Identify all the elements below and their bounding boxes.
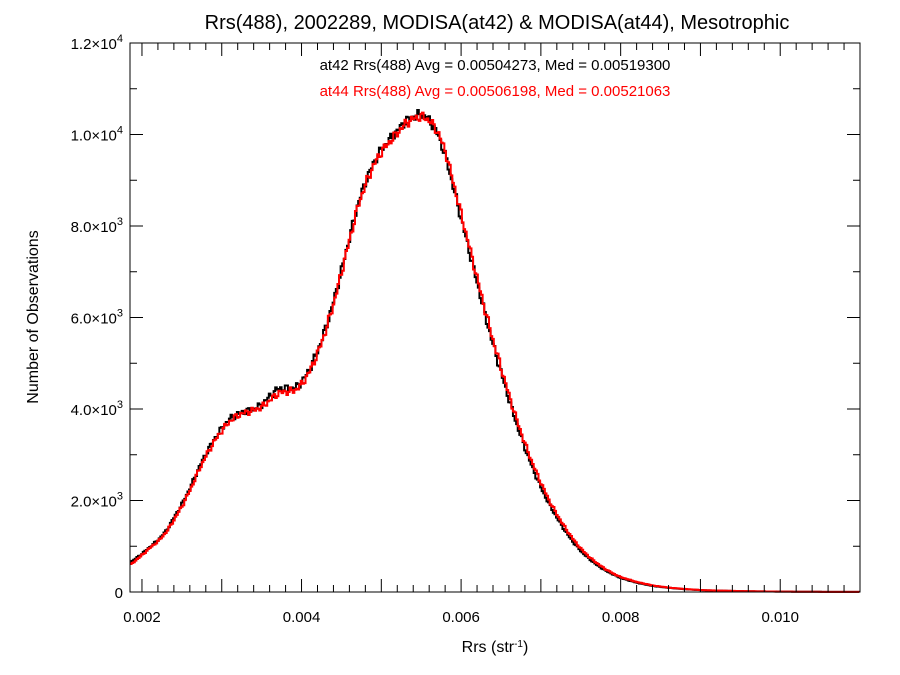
x-tick-label: 0.008 [602,609,640,626]
y-tick-label: 1.2×104 [71,33,123,53]
y-tick-label: 4.0×103 [71,399,123,419]
x-tick-label: 0.002 [123,609,161,626]
chart-title: Rrs(488), 2002289, MODISA(at42) & MODISA… [205,12,790,34]
y-tick-label: 8.0×103 [71,216,123,236]
x-axis-ticks: 0.002 0.004 0.006 0.008 0.010 [123,43,861,626]
y-tick-label: 1.0×104 [71,125,123,145]
y-axis-label: Number of Observations [25,230,42,403]
x-tick-label: 0.006 [442,609,480,626]
y-tick-label: 6.0×103 [71,308,123,328]
y-axis-ticks: 0 2.0×103 4.0×103 6.0×103 8.0×103 1.0×104 1.2×… [71,33,860,602]
x-axis-label-close: ) [523,639,528,656]
x-tick-label: 0.010 [761,609,799,626]
y-tick-label: 0 [115,585,123,602]
series-layer [130,109,861,593]
x-axis-label: Rrs (str-1) [462,639,529,657]
x-axis-label-sup: -1 [514,639,523,650]
y-tick-label: 2.0×103 [71,491,123,511]
plot-frame [129,42,861,593]
x-tick-label: 0.004 [283,609,321,626]
annotation-at44: at44 Rrs(488) Avg = 0.00506198, Med = 0.… [320,83,671,100]
annotation-at42: at42 Rrs(488) Avg = 0.00504273, Med = 0.… [320,57,671,74]
series-1-line [130,111,861,593]
x-axis-label-main: Rrs (str [462,639,515,656]
